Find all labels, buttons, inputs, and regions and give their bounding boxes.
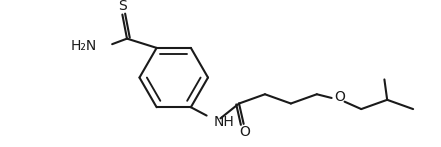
Text: S: S: [118, 0, 127, 13]
Text: NH: NH: [214, 115, 235, 129]
Text: O: O: [335, 90, 345, 104]
Text: O: O: [239, 125, 250, 139]
Text: H₂N: H₂N: [71, 39, 97, 53]
